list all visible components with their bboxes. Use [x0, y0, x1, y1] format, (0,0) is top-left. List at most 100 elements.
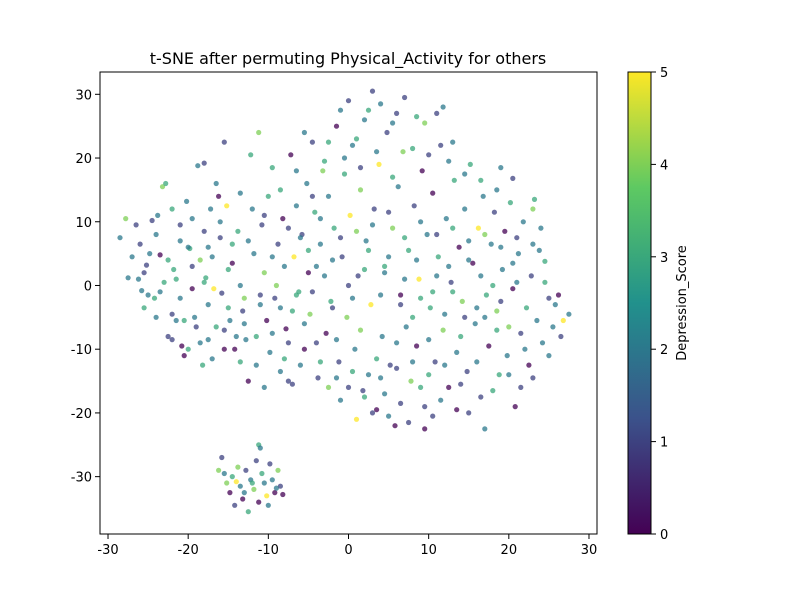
data-point: [248, 152, 254, 158]
y-tick-label: 20: [75, 152, 92, 167]
data-point: [219, 454, 225, 461]
data-point: [259, 222, 265, 228]
data-point: [165, 333, 171, 340]
data-point: [480, 193, 486, 199]
data-point: [365, 247, 372, 253]
data-point: [546, 353, 552, 359]
data-point: [323, 330, 329, 336]
data-point: [269, 330, 275, 336]
data-point: [490, 388, 496, 394]
data-point: [261, 384, 267, 390]
data-point: [443, 216, 449, 222]
data-point: [402, 94, 408, 101]
data-point: [531, 196, 538, 202]
data-point: [185, 346, 191, 352]
data-point: [454, 349, 460, 355]
data-point: [394, 110, 400, 116]
colorbar-label: Depression_Score: [675, 245, 690, 361]
data-point: [177, 238, 183, 244]
data-point: [291, 254, 297, 260]
data-point: [216, 467, 222, 473]
data-point: [374, 356, 380, 362]
data-point: [200, 362, 206, 368]
data-point: [494, 187, 500, 193]
data-point: [313, 263, 319, 269]
data-point: [297, 235, 303, 241]
data-point: [173, 276, 179, 282]
data-point: [488, 241, 494, 247]
data-point: [558, 333, 564, 340]
x-tick-label: 0: [344, 543, 352, 558]
data-point: [374, 149, 380, 155]
data-point: [277, 187, 283, 193]
data-point: [224, 480, 230, 486]
data-point: [414, 114, 420, 120]
data-point: [361, 266, 368, 273]
data-point: [251, 486, 257, 492]
data-point: [386, 254, 392, 260]
data-point: [171, 266, 177, 273]
data-point: [317, 216, 323, 222]
data-point: [369, 88, 376, 94]
data-point: [185, 244, 191, 250]
data-point: [456, 244, 462, 250]
colorbar: [627, 71, 652, 535]
data-point: [297, 362, 303, 368]
data-point: [446, 263, 452, 269]
y-tick-label: 0: [84, 279, 92, 294]
plot-area-frame: [99, 71, 598, 535]
data-point: [530, 206, 536, 212]
data-point: [315, 375, 321, 381]
data-point: [237, 483, 243, 489]
data-point: [261, 212, 267, 218]
data-point: [353, 416, 360, 422]
y-tick-label: -30: [71, 471, 92, 486]
data-point: [197, 340, 203, 346]
data-point: [394, 340, 400, 346]
data-point: [275, 241, 281, 247]
data-point: [458, 333, 464, 340]
data-point: [227, 317, 233, 324]
data-point: [133, 222, 139, 228]
data-point: [406, 419, 412, 426]
data-point: [390, 174, 396, 180]
data-point: [427, 305, 433, 311]
data-point: [192, 314, 198, 320]
data-point: [424, 231, 430, 238]
data-point: [201, 279, 207, 285]
data-point: [328, 298, 334, 304]
data-point: [177, 295, 183, 301]
data-point: [475, 225, 481, 231]
data-point: [502, 228, 508, 234]
data-point: [499, 266, 505, 273]
data-point: [422, 426, 428, 432]
data-point: [459, 298, 465, 304]
data-point: [438, 142, 444, 148]
data-point: [539, 340, 546, 346]
data-point: [217, 235, 223, 241]
data-point: [233, 333, 239, 340]
data-point: [371, 206, 377, 212]
data-point: [307, 311, 313, 317]
data-point: [515, 251, 522, 257]
data-point: [510, 286, 516, 292]
colorbar-tick-label: 4: [660, 158, 668, 173]
data-point: [434, 110, 440, 116]
data-point: [145, 292, 151, 298]
data-point: [256, 499, 262, 505]
data-point: [448, 279, 454, 285]
data-point: [430, 413, 436, 419]
data-point: [272, 490, 278, 496]
data-point: [123, 216, 129, 222]
data-point: [149, 217, 155, 224]
data-point: [378, 101, 384, 107]
data-point: [374, 407, 380, 413]
data-point: [406, 247, 412, 253]
data-point: [321, 273, 328, 279]
data-point: [289, 381, 295, 387]
data-point: [394, 365, 400, 371]
data-point: [523, 305, 530, 311]
data-point: [189, 216, 195, 222]
data-point: [435, 254, 441, 260]
data-point: [277, 305, 283, 311]
